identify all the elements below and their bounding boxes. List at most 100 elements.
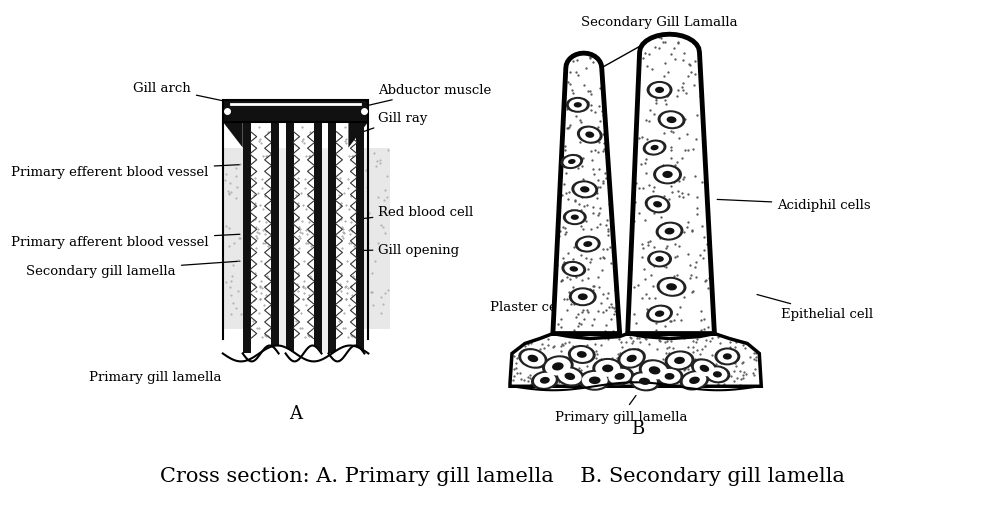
Text: Primary gill lamella: Primary gill lamella: [89, 367, 246, 383]
Ellipse shape: [689, 377, 699, 384]
Bar: [329, 123, 337, 354]
Ellipse shape: [569, 288, 597, 306]
Ellipse shape: [583, 242, 592, 247]
Ellipse shape: [571, 181, 598, 199]
Bar: [322, 148, 329, 354]
Bar: [337, 123, 357, 354]
Ellipse shape: [585, 132, 594, 138]
Ellipse shape: [660, 113, 682, 128]
Ellipse shape: [667, 353, 691, 369]
Ellipse shape: [574, 103, 582, 108]
Ellipse shape: [540, 377, 550, 384]
Ellipse shape: [522, 351, 545, 367]
Ellipse shape: [592, 358, 623, 379]
Bar: [293, 123, 314, 354]
Ellipse shape: [655, 311, 664, 317]
Text: Primary gill lamella: Primary gill lamella: [555, 395, 687, 423]
Ellipse shape: [578, 238, 598, 251]
Ellipse shape: [575, 236, 601, 253]
Ellipse shape: [639, 359, 670, 382]
Ellipse shape: [580, 187, 590, 193]
Ellipse shape: [568, 160, 576, 165]
Ellipse shape: [645, 142, 663, 154]
Ellipse shape: [650, 253, 669, 266]
Text: Secondary gill lamella: Secondary gill lamella: [26, 262, 240, 278]
Ellipse shape: [645, 196, 670, 214]
Ellipse shape: [653, 202, 662, 208]
Ellipse shape: [650, 146, 658, 151]
Bar: [278, 148, 285, 354]
Bar: [285, 123, 293, 354]
Ellipse shape: [646, 82, 672, 100]
Ellipse shape: [577, 126, 603, 145]
Ellipse shape: [531, 371, 559, 390]
Ellipse shape: [565, 373, 575, 380]
Ellipse shape: [705, 365, 731, 384]
Ellipse shape: [608, 369, 631, 384]
Ellipse shape: [718, 350, 738, 364]
Ellipse shape: [563, 210, 587, 225]
Polygon shape: [349, 123, 369, 148]
Ellipse shape: [657, 111, 685, 130]
Ellipse shape: [659, 279, 683, 295]
Text: Abductor muscle: Abductor muscle: [343, 84, 491, 112]
Ellipse shape: [571, 347, 593, 362]
Polygon shape: [510, 334, 761, 386]
Bar: [223, 148, 243, 329]
Ellipse shape: [582, 372, 608, 389]
Ellipse shape: [578, 294, 588, 300]
Text: B: B: [631, 419, 644, 437]
Ellipse shape: [561, 155, 583, 170]
Ellipse shape: [632, 374, 657, 389]
Ellipse shape: [708, 367, 728, 382]
Ellipse shape: [655, 88, 664, 94]
Ellipse shape: [569, 100, 587, 111]
Ellipse shape: [715, 348, 741, 365]
Ellipse shape: [534, 373, 556, 388]
Ellipse shape: [666, 117, 676, 124]
Ellipse shape: [639, 378, 650, 385]
Ellipse shape: [713, 372, 722, 378]
Ellipse shape: [558, 369, 582, 385]
Ellipse shape: [571, 215, 579, 220]
Ellipse shape: [589, 377, 601, 384]
Text: Red blood cell: Red blood cell: [344, 205, 473, 221]
Bar: [270, 123, 278, 354]
Ellipse shape: [649, 84, 669, 98]
Polygon shape: [223, 123, 243, 148]
Ellipse shape: [620, 351, 643, 367]
Ellipse shape: [662, 172, 672, 179]
Ellipse shape: [679, 371, 710, 391]
Ellipse shape: [693, 361, 716, 377]
Ellipse shape: [519, 348, 548, 369]
Ellipse shape: [566, 212, 584, 224]
Ellipse shape: [655, 257, 664, 262]
Ellipse shape: [605, 367, 634, 386]
Text: Gill arch: Gill arch: [133, 82, 263, 110]
Text: Cross section: A. Primary gill lamella    B. Secondary gill lamella: Cross section: A. Primary gill lamella B…: [160, 466, 844, 486]
Ellipse shape: [664, 229, 674, 235]
Ellipse shape: [664, 351, 694, 371]
Ellipse shape: [674, 357, 684, 364]
Text: Primary afferent blood vessel: Primary afferent blood vessel: [11, 235, 240, 248]
Ellipse shape: [642, 361, 667, 380]
Ellipse shape: [723, 354, 732, 360]
Ellipse shape: [566, 98, 590, 114]
Ellipse shape: [602, 365, 613, 373]
Ellipse shape: [574, 183, 595, 197]
Text: Epithelial cell: Epithelial cell: [757, 295, 873, 321]
Bar: [243, 123, 250, 354]
Bar: [365, 148, 390, 329]
Ellipse shape: [642, 140, 666, 156]
Text: Gill opening: Gill opening: [344, 243, 459, 256]
Ellipse shape: [528, 355, 539, 362]
Text: Secondary Gill Lamalla: Secondary Gill Lamalla: [581, 16, 738, 29]
Ellipse shape: [656, 167, 679, 183]
Ellipse shape: [562, 261, 586, 277]
Ellipse shape: [658, 224, 680, 239]
Ellipse shape: [568, 345, 596, 364]
Ellipse shape: [647, 251, 672, 268]
Ellipse shape: [655, 222, 683, 241]
Ellipse shape: [699, 365, 710, 372]
Ellipse shape: [545, 358, 571, 376]
